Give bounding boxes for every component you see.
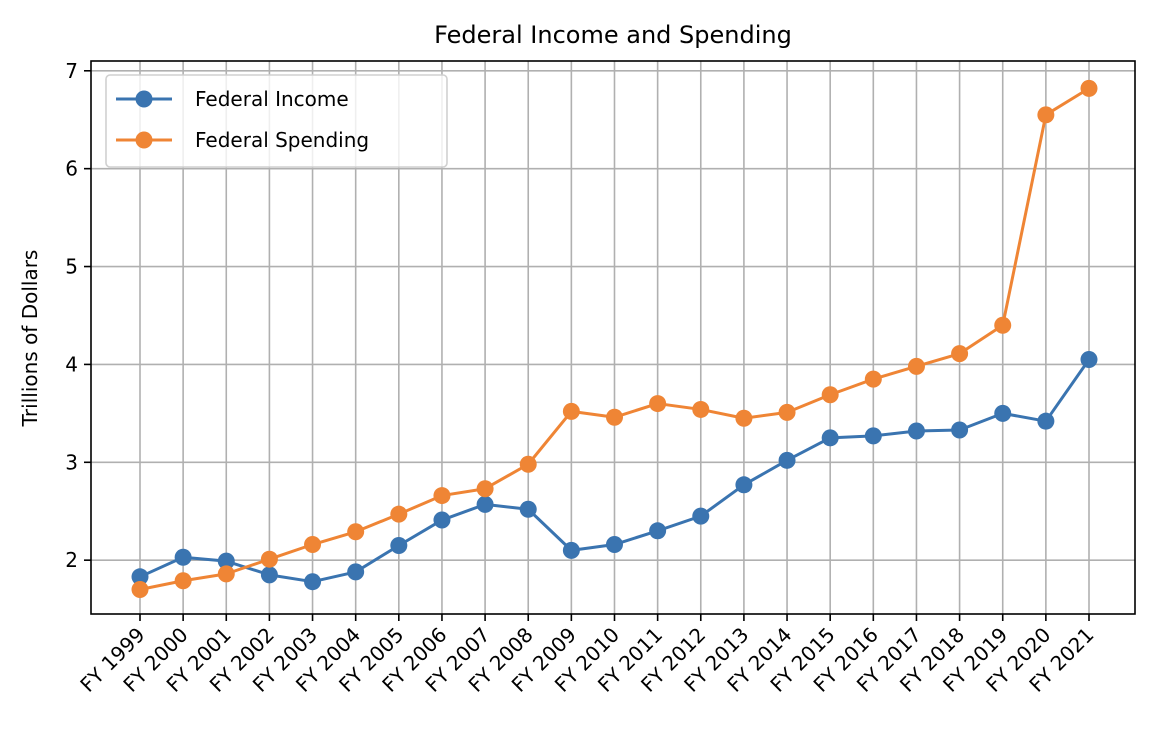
data-point	[864, 427, 882, 445]
plot-frame	[90, 60, 1136, 615]
legend-box	[105, 74, 448, 168]
data-point	[562, 402, 580, 420]
data-point	[606, 408, 623, 426]
data-point	[433, 511, 451, 529]
data-point	[390, 536, 408, 554]
data-point	[1080, 351, 1098, 369]
data-point	[131, 568, 149, 586]
y-tick-label: 3	[65, 450, 78, 474]
legend-label: Federal Income	[195, 87, 349, 111]
data-point	[476, 495, 494, 513]
data-point	[476, 480, 494, 498]
data-point	[217, 552, 235, 570]
series	[131, 79, 1098, 599]
data-point	[692, 507, 710, 525]
data-point	[778, 451, 796, 469]
legend: Federal Income Federal Spending	[105, 74, 448, 168]
data-point	[174, 548, 192, 566]
data-point	[217, 565, 235, 583]
legend-label: Federal Spending	[195, 128, 369, 152]
data-point	[994, 316, 1012, 334]
y-tick-label: 6	[65, 157, 78, 181]
y-tick-label: 7	[65, 59, 78, 83]
data-point	[1080, 79, 1098, 97]
data-point	[1037, 106, 1055, 124]
data-point	[174, 572, 192, 590]
data-point	[131, 581, 149, 599]
data-point	[304, 573, 322, 591]
data-point	[907, 422, 925, 440]
data-point	[735, 409, 753, 427]
y-tick-label: 5	[65, 255, 78, 279]
data-point	[260, 550, 278, 568]
data-point	[821, 386, 839, 404]
data-point	[864, 370, 882, 388]
data-point	[649, 395, 667, 413]
data-point	[390, 505, 408, 523]
data-point	[347, 563, 365, 581]
legend-marker	[135, 90, 153, 108]
chart-title: Federal Income and Spending	[434, 21, 792, 49]
y-tick-label: 2	[65, 548, 78, 572]
data-point	[260, 566, 278, 584]
data-point	[907, 357, 925, 375]
data-point	[692, 400, 710, 418]
data-point	[735, 476, 753, 494]
data-point	[606, 536, 623, 554]
data-point	[821, 429, 839, 447]
y-tick-label: 4	[65, 352, 78, 376]
data-point	[649, 522, 667, 540]
data-point	[304, 536, 322, 554]
data-point	[519, 500, 537, 518]
y-axis-label: Trillions of Dollars	[18, 250, 42, 428]
data-point	[433, 487, 451, 505]
data-point	[1037, 412, 1055, 430]
data-point	[347, 523, 365, 541]
data-point	[519, 455, 537, 473]
data-point	[951, 421, 969, 439]
data-point	[951, 345, 969, 363]
data-point	[994, 404, 1012, 422]
legend-marker	[135, 131, 153, 149]
data-point	[562, 541, 580, 559]
data-point	[778, 403, 796, 421]
